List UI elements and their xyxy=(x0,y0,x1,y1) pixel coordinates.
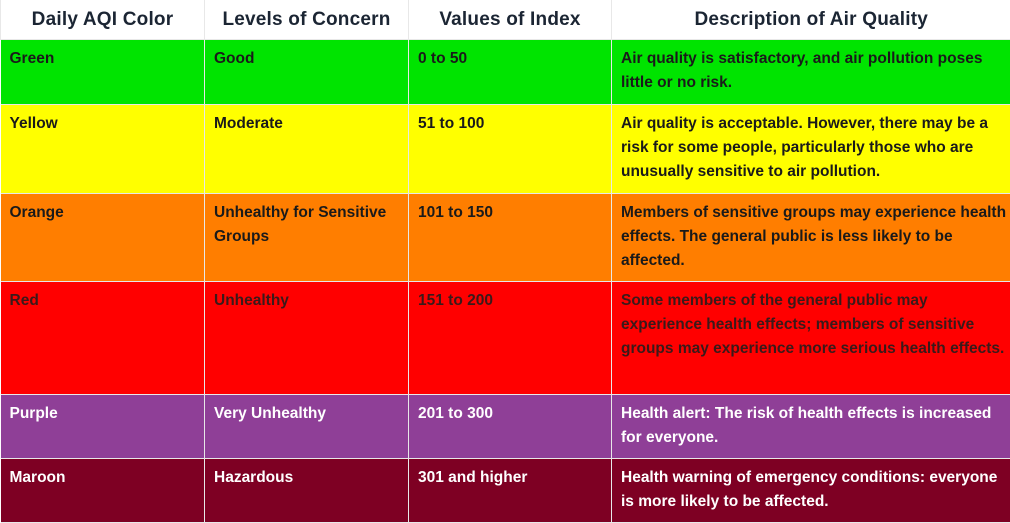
aqi-row-yellow: Yellow Moderate 51 to 100 Air quality is… xyxy=(1,105,1010,194)
aqi-row-orange: Orange Unhealthy for Sensitive Groups 10… xyxy=(1,194,1010,282)
description-cell: Air quality is acceptable. However, ther… xyxy=(612,105,1010,194)
concern-cell: Hazardous xyxy=(205,459,409,523)
description-cell: Members of sensitive groups may experien… xyxy=(612,194,1010,282)
color-cell: Orange xyxy=(1,194,205,282)
concern-cell: Unhealthy xyxy=(205,282,409,395)
color-cell: Purple xyxy=(1,395,205,459)
color-cell: Green xyxy=(1,40,205,105)
aqi-row-purple: Purple Very Unhealthy 201 to 300 Health … xyxy=(1,395,1010,459)
header-description: Description of Air Quality xyxy=(612,0,1010,40)
values-cell: 51 to 100 xyxy=(409,105,612,194)
description-cell: Some members of the general public may e… xyxy=(612,282,1010,395)
description-cell: Air quality is satisfactory, and air pol… xyxy=(612,40,1010,105)
values-cell: 0 to 50 xyxy=(409,40,612,105)
values-cell: 151 to 200 xyxy=(409,282,612,395)
concern-cell: Unhealthy for Sensitive Groups xyxy=(205,194,409,282)
color-cell: Yellow xyxy=(1,105,205,194)
description-cell: Health warning of emergency conditions: … xyxy=(612,459,1010,523)
description-cell: Health alert: The risk of health effects… xyxy=(612,395,1010,459)
concern-cell: Good xyxy=(205,40,409,105)
aqi-row-maroon: Maroon Hazardous 301 and higher Health w… xyxy=(1,459,1010,523)
values-cell: 101 to 150 xyxy=(409,194,612,282)
header-values: Values of Index xyxy=(409,0,612,40)
color-cell: Maroon xyxy=(1,459,205,523)
concern-cell: Moderate xyxy=(205,105,409,194)
concern-cell: Very Unhealthy xyxy=(205,395,409,459)
aqi-row-green: Green Good 0 to 50 Air quality is satisf… xyxy=(1,40,1010,105)
header-row: Daily AQI Color Levels of Concern Values… xyxy=(1,0,1010,40)
color-cell: Red xyxy=(1,282,205,395)
aqi-row-red: Red Unhealthy 151 to 200 Some members of… xyxy=(1,282,1010,395)
header-color: Daily AQI Color xyxy=(1,0,205,40)
values-cell: 301 and higher xyxy=(409,459,612,523)
header-concern: Levels of Concern xyxy=(205,0,409,40)
values-cell: 201 to 300 xyxy=(409,395,612,459)
